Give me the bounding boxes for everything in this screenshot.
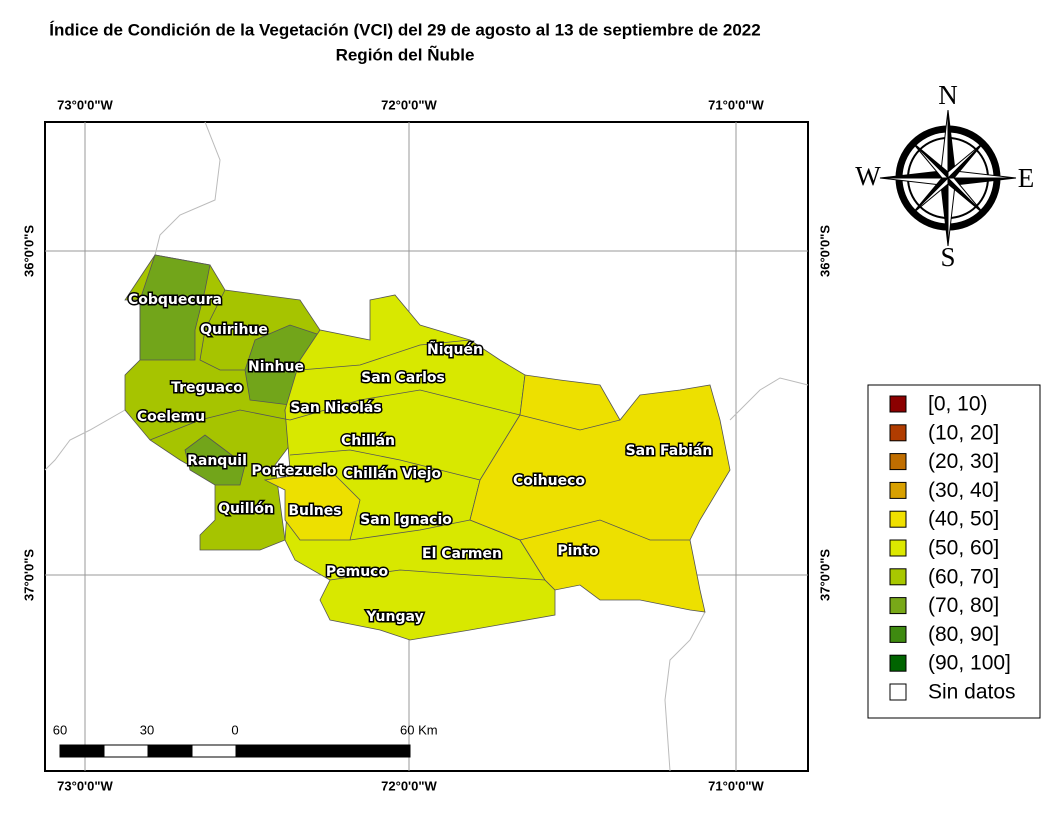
commune-label: Treguaco (171, 380, 243, 396)
scale-label: 60 Km (400, 722, 438, 737)
commune-label: San Carlos (361, 370, 445, 386)
commune-label: Coihueco (513, 473, 585, 489)
legend-swatch (889, 597, 907, 615)
lat-label: 36°0'0"S (817, 225, 832, 277)
legend-label: (30, 40] (928, 479, 999, 502)
compass-letter: E (1018, 163, 1035, 193)
legend-swatch (889, 481, 907, 499)
ranquil-area (184, 434, 246, 486)
commune-label: El Carmen (422, 546, 502, 562)
legend-swatch (889, 625, 907, 643)
lon-label: 73°0'0"W (57, 778, 113, 793)
lon-label: 73°0'0"W (57, 97, 113, 112)
lat-label: 36°0'0"S (21, 225, 36, 277)
commune-label: Cobquecura (128, 292, 222, 308)
commune-label: Portezuelo (252, 463, 337, 479)
commune-label: Ranquil (187, 453, 247, 469)
legend-label: (90, 100] (928, 652, 1011, 675)
scale-bar (59, 744, 411, 758)
commune-label: Yungay (365, 609, 423, 625)
commune-label: San Fabián (626, 443, 713, 459)
compass-letter: W (855, 161, 881, 191)
bulnes-area (263, 469, 361, 541)
legend-label: (50, 60] (928, 537, 999, 560)
scale-label: 30 (140, 722, 154, 737)
lon-label: 71°0'0"W (708, 97, 764, 112)
legend-swatch (889, 654, 907, 672)
scale-label: 0 (231, 722, 238, 737)
commune-label: Quirihue (200, 322, 268, 338)
legend-swatch (889, 510, 907, 528)
legend-label: (70, 80] (928, 594, 999, 617)
commune-label: Chillán Viejo (343, 466, 442, 482)
commune-label: Ñiquén (427, 341, 483, 358)
legend-swatch (889, 395, 907, 413)
lat-label: 37°0'0"S (21, 549, 36, 601)
legend-label: (20, 30] (928, 450, 999, 473)
commune-label: Coelemu (137, 409, 205, 425)
commune-label: Ninhue (248, 359, 304, 375)
legend-swatch (889, 453, 907, 471)
lon-label: 72°0'0"W (381, 97, 437, 112)
region-yellow (469, 374, 731, 613)
compass-letter: N (938, 80, 958, 110)
commune-label: Chillán (341, 433, 395, 449)
commune-label: Bulnes (288, 503, 341, 519)
legend-label: (80, 90] (928, 623, 999, 646)
legend-label: (60, 70] (928, 565, 999, 588)
lon-label: 72°0'0"W (381, 778, 437, 793)
lat-label: 37°0'0"S (817, 549, 832, 601)
scale-label: 60 (53, 722, 67, 737)
commune-label: San Ignacio (360, 512, 452, 528)
legend-label: (40, 50] (928, 508, 999, 531)
compass-rose (879, 109, 1017, 247)
title: Índice de Condición de la Vegetación (VC… (49, 20, 760, 39)
commune-label: Pinto (557, 543, 599, 559)
legend-swatch (889, 568, 907, 586)
lon-label: 71°0'0"W (708, 778, 764, 793)
legend-swatch (889, 424, 907, 442)
compass-letter: S (940, 242, 955, 272)
legend-swatch (889, 683, 907, 701)
legend-swatch (889, 539, 907, 557)
legend-label: (10, 20] (928, 421, 999, 444)
subtitle: Región del Ñuble (336, 44, 475, 64)
map-frame (44, 121, 809, 772)
commune-label: San Nicolás (290, 400, 381, 416)
cobquecura-area (139, 254, 211, 361)
legend-label: [0, 10) (928, 393, 988, 416)
legend-label: Sin datos (928, 681, 1016, 704)
commune-label: Quillón (218, 501, 274, 517)
commune-label: Pemuco (326, 564, 389, 580)
